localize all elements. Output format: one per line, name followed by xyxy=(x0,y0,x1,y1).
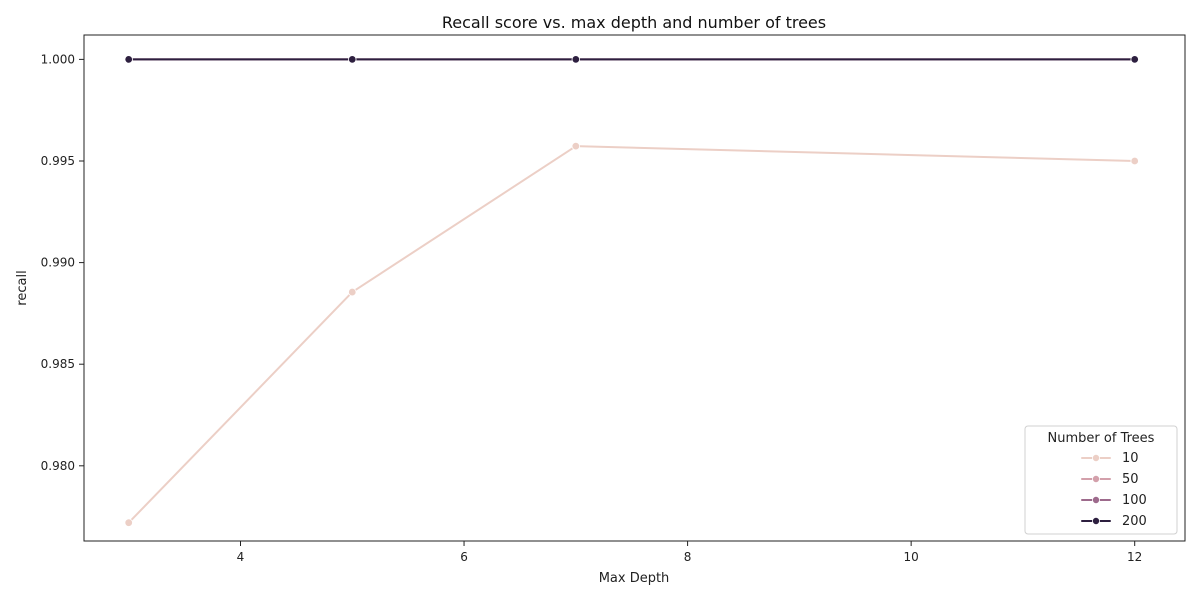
y-tick-label: 1.000 xyxy=(41,52,75,66)
data-point-200 xyxy=(1130,55,1139,64)
x-tick-label: 4 xyxy=(237,550,245,564)
legend-item-50: 50 xyxy=(1081,472,1139,487)
data-point-10 xyxy=(571,141,581,151)
data-point-200 xyxy=(571,55,581,64)
data-point-10 xyxy=(1130,156,1139,166)
x-tick-label: 10 xyxy=(904,550,919,564)
legend-label-100: 100 xyxy=(1122,493,1147,508)
x-axis: 4 6 8 10 12 xyxy=(237,541,1142,564)
y-tick-label: 0.985 xyxy=(41,357,75,371)
legend-title: Number of Trees xyxy=(1048,431,1155,446)
chart-legend: Number of Trees 10 50 100 200 xyxy=(1024,425,1178,535)
y-axis: 0.980 0.985 0.990 0.995 1.000 xyxy=(41,52,84,473)
x-tick-label: 6 xyxy=(460,550,468,564)
legend-marker-200 xyxy=(1092,517,1101,526)
legend-label-10: 10 xyxy=(1122,451,1139,466)
y-tick-label: 0.990 xyxy=(41,256,75,270)
legend-item-200: 200 xyxy=(1081,514,1147,529)
legend-marker-10 xyxy=(1092,453,1101,462)
series-layer xyxy=(124,55,1139,527)
x-axis-label: Max Depth xyxy=(599,571,670,586)
x-tick-label: 12 xyxy=(1127,550,1142,564)
legend-item-10: 10 xyxy=(1081,451,1139,466)
series-10 xyxy=(124,141,1139,527)
legend-marker-50 xyxy=(1092,474,1101,483)
y-tick-label: 0.980 xyxy=(41,459,75,473)
legend-items: 10 50 100 200 xyxy=(1081,451,1147,529)
chart-title: Recall score vs. max depth and number of… xyxy=(442,13,826,32)
x-tick-label: 8 xyxy=(684,550,692,564)
y-axis-label: recall xyxy=(15,270,30,305)
series-200 xyxy=(124,55,1139,64)
legend-label-50: 50 xyxy=(1122,472,1139,487)
legend-label-200: 200 xyxy=(1122,514,1147,529)
legend-marker-100 xyxy=(1092,495,1101,504)
data-point-200 xyxy=(124,55,133,64)
data-point-10 xyxy=(124,518,133,527)
data-point-200 xyxy=(348,55,357,64)
series-line-10 xyxy=(127,145,1136,524)
y-tick-label: 0.995 xyxy=(41,154,75,168)
plot-area xyxy=(83,34,1186,542)
data-point-10 xyxy=(348,287,357,297)
legend-item-100: 100 xyxy=(1081,493,1147,508)
